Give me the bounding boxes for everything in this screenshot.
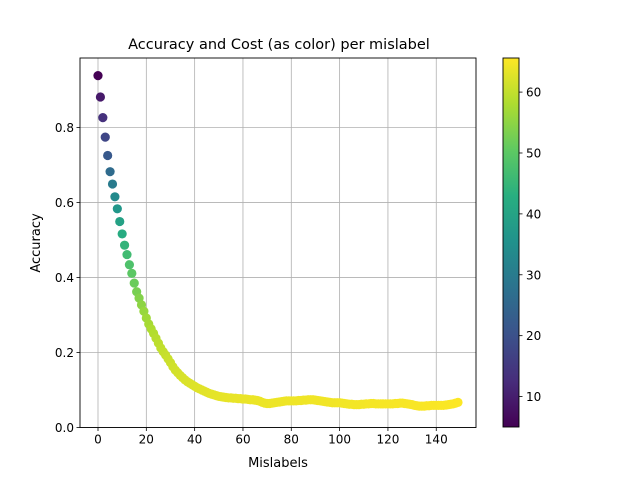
colorbar-tick-label: 10 <box>526 390 541 404</box>
colorbar-gradient <box>503 58 519 427</box>
data-point <box>453 397 463 407</box>
colorbar-tick-label: 60 <box>526 86 541 100</box>
y-axis-ticks: 0.0 0.2 0.4 0.6 0.8 <box>55 121 80 435</box>
plot-area: 0 20 40 60 80 100 120 140 0.0 0.2 0.4 0.6 0.8 <box>55 57 477 447</box>
data-point <box>100 132 110 142</box>
y-tick-label: 0.2 <box>55 346 74 360</box>
y-tick-label: 0.8 <box>55 121 74 135</box>
data-point <box>122 249 132 260</box>
plot-frame <box>79 57 477 428</box>
x-tick-label: 0 <box>94 433 102 447</box>
plot-background <box>80 58 476 428</box>
data-point <box>107 179 118 189</box>
data-point <box>127 268 137 278</box>
colorbar-tick-label: 40 <box>526 207 541 221</box>
grid-lines <box>80 58 476 428</box>
data-point <box>115 216 125 227</box>
data-point <box>119 240 130 250</box>
x-tick-label: 40 <box>187 433 202 447</box>
data-point <box>103 150 113 161</box>
colorbar-tick-label: 20 <box>526 329 541 343</box>
data-point <box>117 229 127 239</box>
x-tick-label: 120 <box>376 433 399 447</box>
x-axis-ticks: 0 20 40 60 80 100 120 140 <box>94 427 448 447</box>
y-tick-label: 0.6 <box>55 196 74 210</box>
x-tick-label: 80 <box>284 433 299 447</box>
data-point <box>105 167 115 177</box>
x-axis-label: Mislabels <box>248 456 308 471</box>
data-point <box>110 192 120 202</box>
x-tick-label: 100 <box>328 433 351 447</box>
data-point <box>112 204 122 214</box>
data-point <box>93 71 103 81</box>
x-tick-label: 140 <box>425 433 448 447</box>
y-tick-label: 0.4 <box>55 271 74 285</box>
colorbar-ticks: 10 20 30 40 50 60 <box>519 86 541 404</box>
y-tick-label: 0.0 <box>55 421 74 435</box>
colorbar-tick-label: 50 <box>526 146 541 160</box>
y-axis-label: Accuracy <box>29 213 44 273</box>
data-point <box>98 113 108 123</box>
x-tick-label: 20 <box>139 433 154 447</box>
colorbar-tick-label: 30 <box>526 268 541 282</box>
colorbar-frame <box>502 57 520 428</box>
data-points <box>93 71 463 411</box>
x-tick-label: 60 <box>235 433 250 447</box>
data-point <box>124 260 135 270</box>
data-point <box>129 278 139 288</box>
chart-title: Accuracy and Cost (as color) per mislabe… <box>128 37 430 53</box>
colorbar: 10 20 30 40 50 60 <box>502 57 541 428</box>
data-point <box>95 92 106 102</box>
